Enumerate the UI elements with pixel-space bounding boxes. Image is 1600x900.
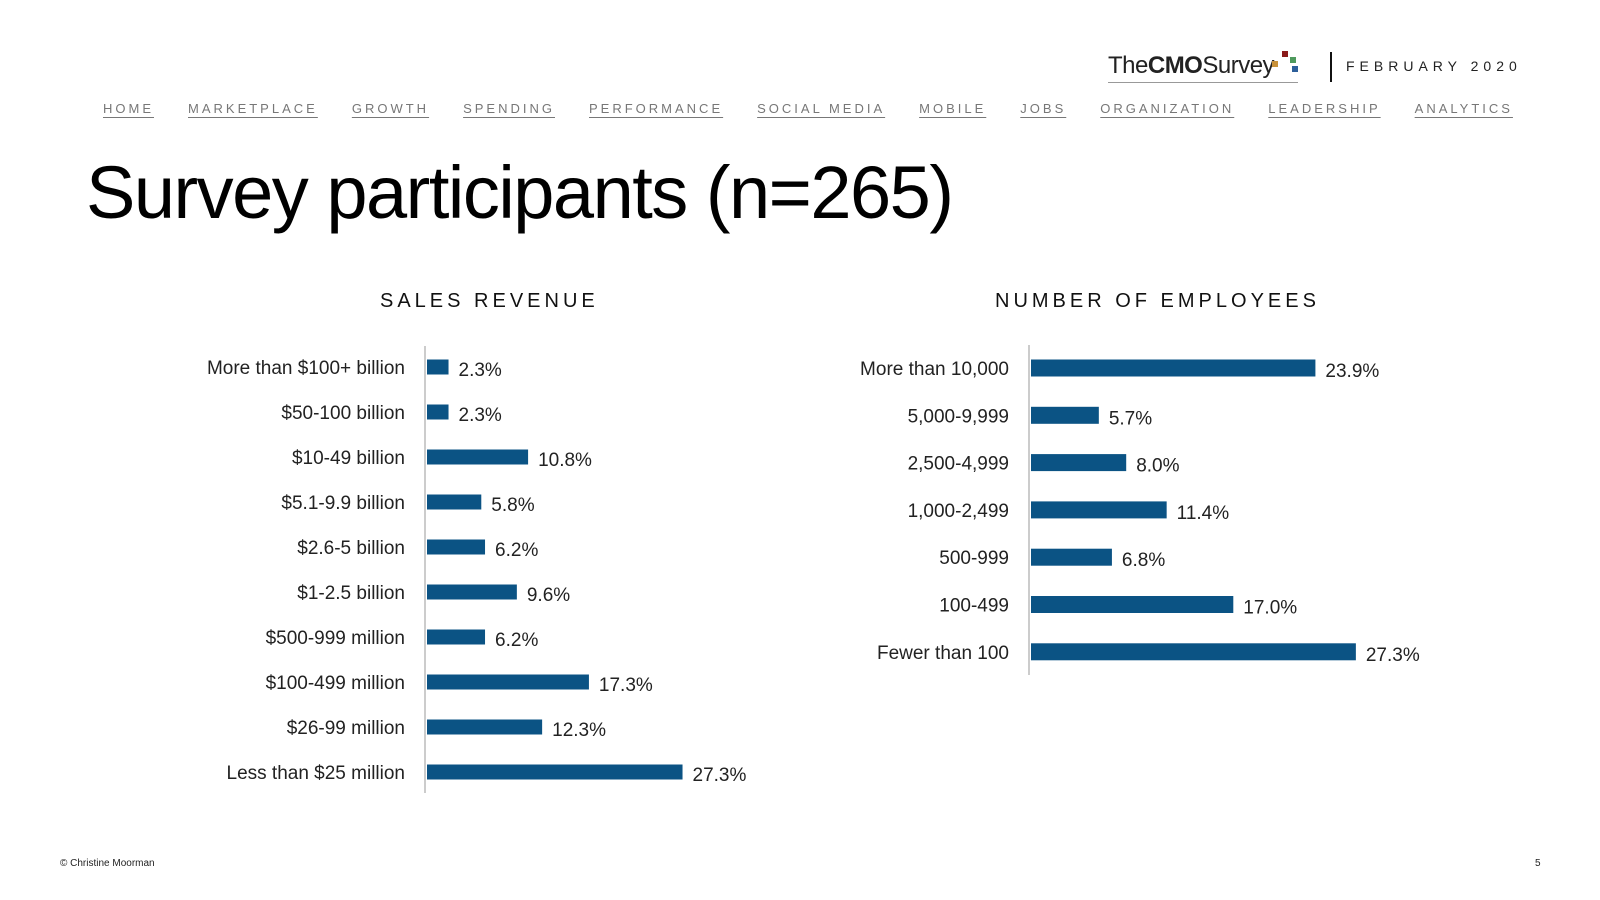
employees-value-label: 27.3% [1366, 645, 1420, 666]
nav-spending[interactable]: SPENDING [463, 101, 555, 116]
employees-category-label: More than 10,000 [860, 359, 1009, 380]
nav-performance[interactable]: PERFORMANCE [589, 101, 724, 116]
nav-mobile[interactable]: MOBILE [919, 101, 987, 116]
copyright: © Christine Moorman [60, 858, 155, 869]
header-divider [1330, 52, 1332, 82]
employees-category-label: 2,500-4,999 [908, 454, 1009, 475]
nav-leadership[interactable]: LEADERSHIP [1268, 101, 1381, 116]
sales-revenue-bar [427, 359, 449, 375]
employees-bar [1031, 359, 1316, 377]
employees-value-label: 8.0% [1136, 456, 1179, 477]
employees-value-label: 5.7% [1109, 408, 1152, 429]
employees-category-label: 500-999 [939, 548, 1009, 569]
employees-category-label: Fewer than 100 [877, 643, 1009, 664]
sales-revenue-category-label: More than $100+ billion [207, 358, 405, 379]
nav-jobs[interactable]: JOBS [1020, 101, 1067, 116]
sales-revenue-category-label: $50-100 billion [281, 403, 405, 424]
employees-bar [1031, 406, 1099, 424]
logo-dots-icon [1272, 51, 1316, 81]
employees-value-label: 6.8% [1122, 550, 1165, 571]
nav-analytics[interactable]: ANALYTICS [1414, 101, 1513, 116]
nav-organization[interactable]: ORGANIZATION [1100, 101, 1235, 116]
nav-home[interactable]: HOME [103, 101, 154, 116]
employees-category-label: 1,000-2,499 [908, 501, 1009, 522]
sales-revenue-value-label: 27.3% [693, 765, 747, 786]
sales-revenue-bar [427, 539, 486, 555]
sales-revenue-bar [427, 449, 529, 465]
logo-text: TheCMOSurvey [1108, 52, 1275, 79]
employees-chart-title: NUMBER OF EMPLOYEES [995, 290, 1320, 312]
employees-bar [1031, 454, 1127, 472]
sales-revenue-category-label: $500-999 million [266, 628, 405, 649]
cmo-survey-logo: TheCMOSurvey [1108, 48, 1316, 84]
page-title: Survey participants (n=265) [86, 151, 954, 234]
survey-date: FEBRUARY 2020 [1346, 58, 1522, 74]
nav-growth[interactable]: GROWTH [351, 101, 430, 116]
sales-revenue-category-label: Less than $25 million [227, 763, 406, 784]
employees-value-label: 23.9% [1325, 361, 1379, 382]
sales-revenue-value-label: 2.3% [459, 405, 502, 426]
employees-category-label: 100-499 [939, 596, 1009, 617]
sales-revenue-category-label: $100-499 million [266, 673, 405, 694]
sales-revenue-category-label: $2.6-5 billion [297, 538, 405, 559]
employees-bar [1031, 643, 1356, 661]
sales-revenue-chart-title: SALES REVENUE [380, 290, 599, 312]
sales-revenue-value-label: 17.3% [599, 675, 653, 696]
nav-marketplace[interactable]: MARKETPLACE [188, 101, 318, 116]
employees-bar [1031, 596, 1234, 613]
sales-revenue-bar [427, 584, 517, 600]
sales-revenue-bar [427, 764, 683, 780]
top-nav: HOME MARKETPLACE GROWTH SPENDING PERFORM… [103, 101, 1513, 116]
sales-revenue-value-label: 12.3% [552, 720, 606, 741]
sales-revenue-value-label: 10.8% [538, 450, 592, 471]
employees-bar [1031, 548, 1112, 566]
sales-revenue-category-label: $10-49 billion [292, 448, 405, 469]
sales-revenue-value-label: 2.3% [459, 360, 502, 381]
employees-bar [1031, 501, 1167, 519]
sales-revenue-bar [427, 674, 589, 690]
employees-value-label: 17.0% [1243, 598, 1297, 619]
sales-revenue-bar [427, 404, 449, 420]
employees-category-label: 5,000-9,999 [908, 406, 1009, 427]
sales-revenue-bar [427, 629, 486, 645]
sales-revenue-bar [427, 719, 543, 735]
sales-revenue-bar [427, 494, 482, 510]
sales-revenue-value-label: 6.2% [495, 630, 538, 651]
sales-revenue-value-label: 9.6% [527, 585, 570, 606]
sales-revenue-value-label: 6.2% [495, 540, 538, 561]
sales-revenue-category-label: $5.1-9.9 billion [281, 493, 405, 514]
sales-revenue-category-label: $26-99 million [287, 718, 405, 739]
page-number: 5 [1535, 858, 1541, 869]
sales-revenue-category-label: $1-2.5 billion [297, 583, 405, 604]
employees-value-label: 11.4% [1177, 503, 1230, 524]
logo-underline [1108, 82, 1298, 83]
sales-revenue-value-label: 5.8% [491, 495, 534, 516]
nav-social-media[interactable]: SOCIAL MEDIA [757, 101, 886, 116]
